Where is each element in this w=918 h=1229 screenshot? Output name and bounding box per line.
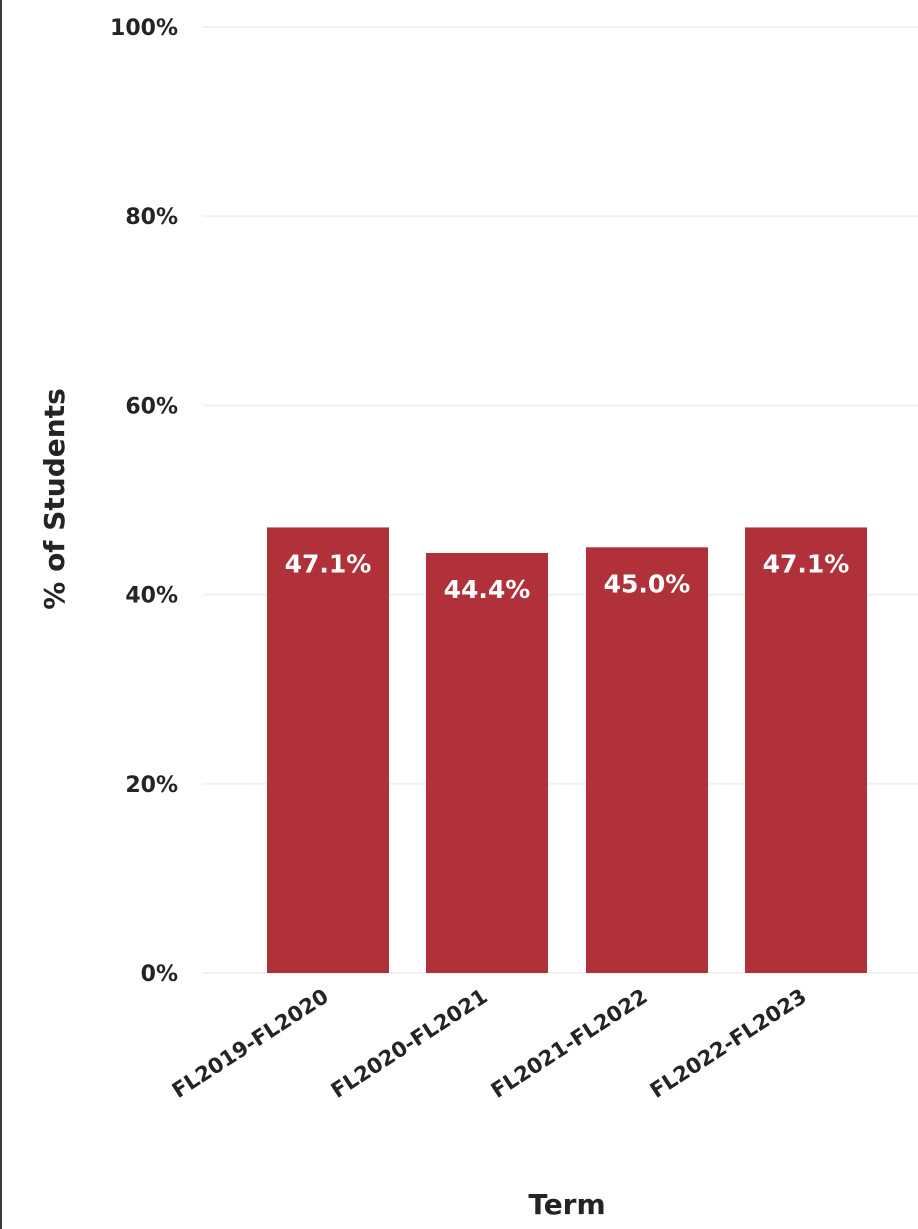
y-axis-ticks: 0% 20% 40% 60% 80% 100% [110, 16, 178, 987]
bars [267, 527, 867, 973]
x-axis-title: Term [528, 1188, 605, 1221]
y-tick-label: 60% [125, 394, 178, 419]
data-label: 45.0% [604, 569, 691, 598]
bar[interactable] [426, 552, 548, 973]
bar[interactable] [745, 527, 867, 973]
x-tick-label: FL2020-FL2021 [327, 984, 492, 1103]
data-label: 47.1% [763, 549, 850, 578]
x-tick-label: FL2021-FL2022 [487, 984, 652, 1103]
data-label: 47.1% [285, 549, 372, 578]
data-labels: 47.1% 44.4% 45.0% 47.1% [285, 549, 850, 604]
data-label: 44.4% [444, 575, 531, 604]
bar[interactable] [586, 547, 708, 973]
y-tick-label: 0% [141, 962, 178, 987]
x-tick-label: FL2022-FL2023 [646, 984, 811, 1103]
y-tick-label: 80% [125, 205, 178, 230]
x-axis-ticks: FL2019-FL2020FL2020-FL2021FL2021-FL2022F… [168, 984, 811, 1103]
y-tick-label: 40% [125, 584, 178, 609]
y-tick-label: 100% [110, 16, 178, 41]
bar[interactable] [267, 527, 389, 973]
y-tick-label: 20% [125, 773, 178, 798]
y-axis-title: % of Students [38, 388, 71, 609]
x-tick-label: FL2019-FL2020 [168, 984, 333, 1103]
